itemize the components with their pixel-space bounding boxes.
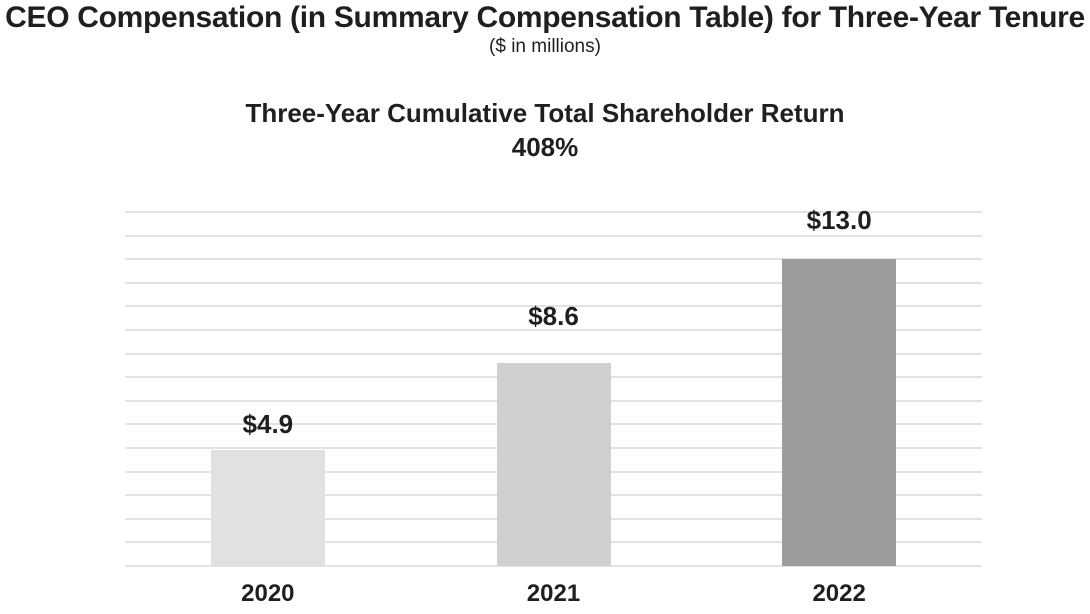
chart-title-line1: Three-Year Cumulative Total Shareholder … <box>245 98 845 128</box>
gridline <box>125 211 982 213</box>
plot-area: $4.9 2020 $8.6 2021 $13.0 2022 <box>125 205 982 607</box>
chart-title-line2: 408% <box>511 132 579 162</box>
gridline <box>125 258 982 261</box>
x-axis-label: 2022 <box>812 580 866 607</box>
bar-2020 <box>210 450 325 566</box>
bar-2022 <box>782 259 897 566</box>
chart-title: Three-Year Cumulative Total Shareholder … <box>0 96 1090 164</box>
gridline <box>125 281 982 284</box>
page-subtitle: ($ in millions) <box>489 36 601 57</box>
bar-value-label: $8.6 <box>528 301 579 332</box>
x-axis-label: 2020 <box>241 580 295 607</box>
gridline <box>125 565 982 567</box>
x-axis-label: 2021 <box>526 580 581 607</box>
gridline <box>125 305 982 308</box>
gridline <box>125 329 982 331</box>
gridline <box>125 234 982 237</box>
page-title: CEO Compensation (in Summary Compensatio… <box>5 1 1085 34</box>
bar-2021 <box>496 363 611 566</box>
gridline <box>125 352 982 355</box>
bar-value-label: $4.9 <box>242 409 294 440</box>
bar-value-label: $13.0 <box>806 205 872 236</box>
